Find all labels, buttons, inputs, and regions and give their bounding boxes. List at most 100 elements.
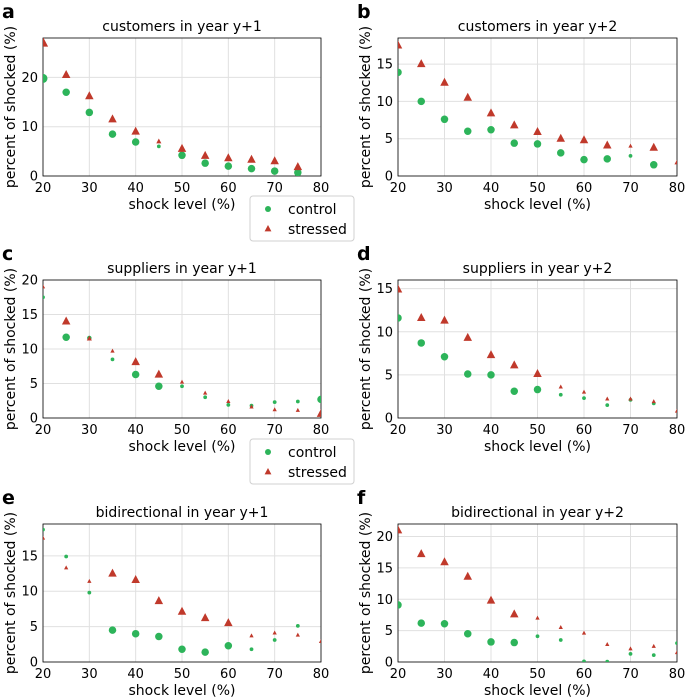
control-point — [675, 641, 677, 646]
data-points — [398, 40, 677, 169]
control-point — [317, 395, 321, 404]
control-point — [270, 167, 279, 175]
y-tick-label: 15 — [21, 308, 38, 323]
stressed-point — [440, 315, 449, 324]
stressed-point — [674, 650, 677, 655]
data-points — [43, 527, 321, 656]
y-tick-label: 10 — [21, 585, 38, 600]
control-point — [582, 659, 586, 662]
x-tick-label: 30 — [436, 181, 453, 196]
control-point — [131, 370, 140, 379]
y-tick-label: 10 — [376, 95, 393, 110]
control-point — [295, 624, 300, 628]
plot-frame — [397, 37, 678, 177]
control-point — [510, 139, 518, 147]
panel-f: 20 30 40 50 60 70 80 0 5 10 15 20 bidirectional in y… — [357, 487, 685, 698]
control-point — [417, 97, 425, 106]
control-point — [62, 88, 70, 96]
panel-title: suppliers in year y+2 — [463, 261, 613, 277]
control-point — [64, 554, 69, 559]
legend-control-label: control — [288, 202, 337, 218]
control-point — [224, 162, 233, 170]
stressed-point — [110, 348, 115, 353]
control-point — [487, 638, 495, 646]
x-tick-label: 30 — [81, 181, 98, 196]
data-points — [398, 525, 677, 662]
control-point — [398, 68, 402, 77]
legend-stressed-label: stressed — [288, 222, 347, 238]
x-tick-label: 30 — [436, 423, 453, 438]
stressed-point — [535, 615, 540, 620]
control-point — [510, 638, 518, 647]
control-point — [249, 647, 254, 652]
y-tick-label: 20 — [376, 530, 393, 545]
control-point — [131, 629, 140, 638]
x-axis-label: shock level (%) — [129, 197, 236, 213]
stressed-point — [603, 140, 612, 149]
stressed-point — [61, 316, 71, 325]
stressed-point — [440, 557, 449, 566]
plot-frame — [42, 279, 322, 419]
stressed-point — [200, 613, 210, 622]
control-point — [603, 155, 611, 163]
x-tick-label: 40 — [483, 667, 500, 682]
control-point — [533, 385, 542, 394]
x-tick-label: 70 — [622, 667, 639, 682]
control-point — [155, 632, 163, 641]
control-point — [272, 638, 277, 642]
x-tick-label: 60 — [220, 667, 237, 682]
y-tick-label: 0 — [30, 656, 38, 671]
x-tick-label: 80 — [313, 181, 330, 196]
stressed-point — [533, 369, 542, 378]
y-tick-label: 0 — [385, 412, 393, 427]
control-point — [628, 651, 633, 656]
x-tick-label: 40 — [483, 423, 500, 438]
stressed-point — [179, 379, 185, 384]
y-tick-label: 15 — [376, 561, 393, 576]
legend-box — [249, 195, 355, 242]
stressed-point — [64, 565, 69, 570]
stressed-point — [417, 549, 426, 558]
control-point — [178, 151, 186, 160]
control-point — [108, 626, 117, 634]
control-point — [464, 370, 472, 378]
x-tick-label: 30 — [81, 423, 98, 438]
stressed-point — [463, 332, 472, 341]
x-tick-label: 20 — [35, 181, 52, 196]
control-point — [440, 619, 449, 628]
stressed-point — [154, 596, 164, 605]
stressed-point — [510, 120, 519, 129]
x-tick-label: 50 — [174, 423, 191, 438]
x-tick-label: 70 — [266, 181, 283, 196]
legend-stressed-marker — [264, 225, 272, 232]
stressed-point — [108, 568, 117, 577]
x-tick-label: 70 — [622, 181, 639, 196]
stressed-point — [605, 641, 610, 646]
panel-d: 20 30 40 50 60 70 80 0 5 10 15 suppliers in year y+… — [357, 243, 685, 455]
control-point — [464, 127, 472, 135]
y-tick-label: 15 — [376, 282, 393, 297]
panel-letter: b — [357, 1, 371, 23]
grid — [42, 279, 322, 419]
legend-box — [249, 438, 355, 485]
legend-stressed-label: stressed — [288, 465, 347, 481]
stressed-point — [486, 595, 496, 604]
y-axis-label: percent of shocked (%) — [3, 268, 19, 430]
stressed-point — [605, 396, 610, 401]
control-point — [417, 339, 425, 347]
x-tick-label: 60 — [576, 423, 593, 438]
stressed-point — [628, 143, 633, 148]
y-tick-label: 5 — [385, 624, 393, 639]
stressed-point — [417, 312, 426, 321]
x-tick-label: 60 — [220, 423, 237, 438]
control-point — [62, 333, 70, 342]
control-point — [180, 384, 184, 389]
control-point — [628, 153, 633, 158]
x-tick-label: 60 — [220, 181, 237, 196]
panel-c: 20 30 40 50 60 70 80 0 5 10 15 20 suppliers in year … — [2, 243, 329, 455]
y-tick-label: 10 — [376, 325, 393, 340]
stressed-point — [440, 77, 449, 86]
control-point — [417, 619, 425, 627]
stressed-point — [86, 335, 92, 341]
